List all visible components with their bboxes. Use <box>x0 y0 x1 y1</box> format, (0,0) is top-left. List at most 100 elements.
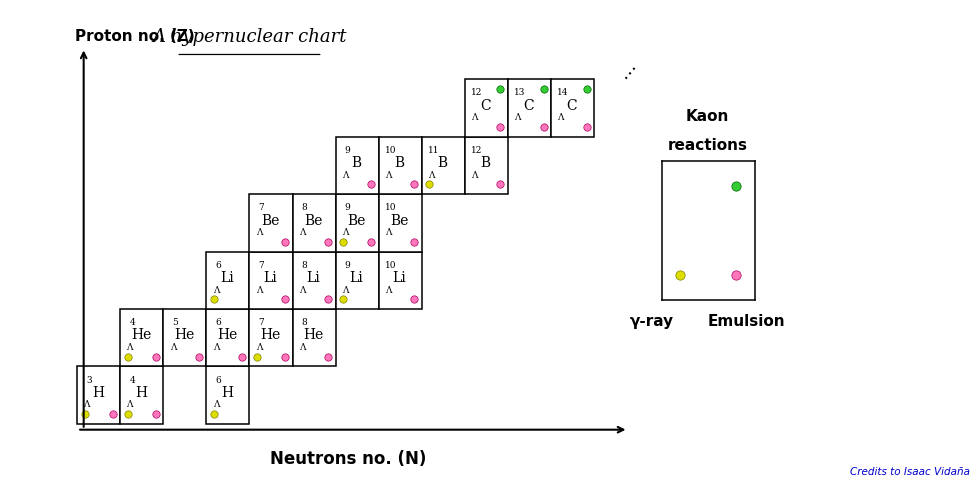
Text: Λ: Λ <box>83 400 90 410</box>
Point <box>191 353 207 360</box>
Point <box>206 295 221 303</box>
Bar <box>250 252 292 309</box>
Bar <box>121 367 164 424</box>
Point <box>277 353 293 360</box>
Point <box>234 353 250 360</box>
Bar <box>207 252 250 309</box>
Point <box>120 353 135 360</box>
Point <box>148 353 164 360</box>
Text: Be: Be <box>347 213 366 227</box>
Text: 6: 6 <box>216 318 221 327</box>
Text: Λ: Λ <box>471 170 477 180</box>
Bar <box>378 194 421 252</box>
Text: Λ: Λ <box>385 228 391 237</box>
Text: Λ: Λ <box>342 170 348 180</box>
Text: Li: Li <box>264 271 277 285</box>
Text: γ-ray: γ-ray <box>629 314 674 329</box>
Point <box>421 181 437 188</box>
Text: 6: 6 <box>216 376 221 385</box>
Point <box>364 238 379 245</box>
Point <box>536 123 552 131</box>
Text: 10: 10 <box>385 261 397 270</box>
Text: Λ: Λ <box>342 228 348 237</box>
Text: 8: 8 <box>302 204 308 212</box>
Text: B: B <box>480 156 490 170</box>
Text: Li: Li <box>349 271 364 285</box>
Text: C: C <box>480 98 491 112</box>
Point <box>407 295 422 303</box>
Text: Λ: Λ <box>385 170 391 180</box>
Text: Be: Be <box>390 213 409 227</box>
Bar <box>378 137 421 194</box>
Text: Be: Be <box>261 213 279 227</box>
Text: Λ: Λ <box>557 113 564 122</box>
Text: Λ: Λ <box>514 113 520 122</box>
Text: H: H <box>221 386 233 400</box>
Bar <box>250 194 292 252</box>
Text: 9: 9 <box>345 204 351 212</box>
Point <box>148 410 164 418</box>
Text: H: H <box>92 386 104 400</box>
Point <box>493 123 509 131</box>
Text: Λ: Λ <box>213 343 220 352</box>
Text: Λ: Λ <box>342 285 348 295</box>
Bar <box>292 252 335 309</box>
Text: B: B <box>437 156 448 170</box>
Text: 11: 11 <box>428 146 439 155</box>
Point <box>728 271 744 279</box>
Bar <box>207 309 250 367</box>
Text: C: C <box>523 98 534 112</box>
Point <box>672 271 688 279</box>
Point <box>335 238 351 245</box>
Text: Λ: Λ <box>385 285 391 295</box>
Point <box>335 295 351 303</box>
Text: Emulsion: Emulsion <box>708 314 786 329</box>
Bar <box>508 79 551 137</box>
Bar <box>77 367 121 424</box>
Text: Neutrons no. (N): Neutrons no. (N) <box>270 450 426 468</box>
Text: 10: 10 <box>385 204 397 212</box>
Point <box>493 85 509 93</box>
Text: 4: 4 <box>129 318 135 327</box>
Point <box>364 181 379 188</box>
Text: Λ: Λ <box>299 285 305 295</box>
Bar <box>335 137 378 194</box>
Point <box>407 181 422 188</box>
Point <box>320 295 336 303</box>
Text: Λ: Λ <box>213 285 220 295</box>
Text: reactions: reactions <box>667 138 748 153</box>
Text: He: He <box>217 328 237 342</box>
Bar <box>292 194 335 252</box>
Text: 3: 3 <box>86 376 92 385</box>
Point <box>249 353 265 360</box>
Text: Λ: Λ <box>126 400 133 410</box>
Text: 9: 9 <box>345 261 351 270</box>
Bar <box>378 252 421 309</box>
Text: 13: 13 <box>514 89 525 97</box>
Point <box>277 238 293 245</box>
Text: Λ: Λ <box>256 228 263 237</box>
Bar <box>292 309 335 367</box>
Text: Λ: Λ <box>299 228 305 237</box>
Text: 7: 7 <box>259 261 265 270</box>
Bar <box>551 79 594 137</box>
Text: Λ: Λ <box>256 285 263 295</box>
Bar <box>164 309 207 367</box>
Text: 14: 14 <box>558 89 568 97</box>
Point <box>728 182 744 189</box>
Text: He: He <box>260 328 280 342</box>
Text: He: He <box>173 328 194 342</box>
Text: H: H <box>135 386 147 400</box>
Text: 10: 10 <box>385 146 397 155</box>
Point <box>320 238 336 245</box>
Text: B: B <box>351 156 362 170</box>
Text: He: He <box>303 328 323 342</box>
Point <box>120 410 135 418</box>
Text: Be: Be <box>304 213 322 227</box>
Point <box>579 85 595 93</box>
Bar <box>421 137 465 194</box>
Text: C: C <box>566 98 577 112</box>
Text: Li: Li <box>220 271 234 285</box>
Text: Λ: Λ <box>170 343 176 352</box>
Bar <box>335 252 378 309</box>
